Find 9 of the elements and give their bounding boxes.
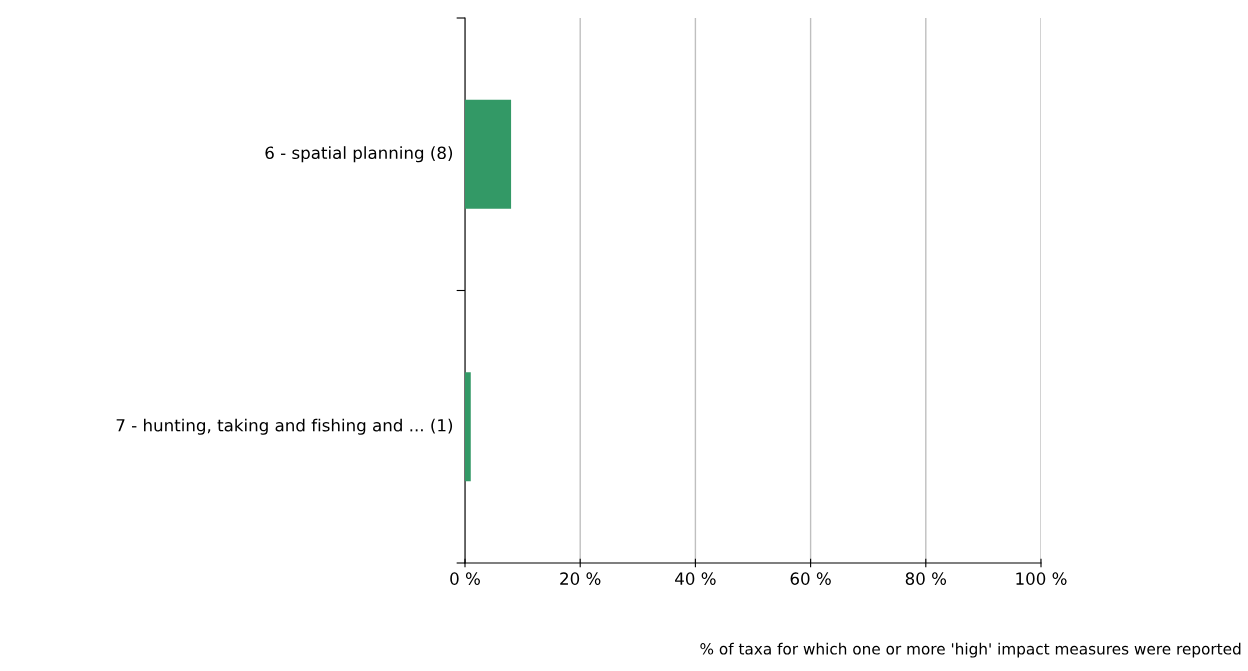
- x-tick-label: 20 %: [560, 572, 601, 585]
- x-tick-label: 60 %: [790, 572, 831, 585]
- y-tick-label: 6 - spatial planning (8): [265, 146, 453, 163]
- text: % of taxa for which one or more 'high' impact measures were reported: [700, 642, 1241, 658]
- x-tick-label: 80 %: [905, 572, 947, 585]
- x-tick-label: 40 %: [675, 572, 716, 585]
- x-tick-label: 100 %: [1016, 572, 1067, 585]
- y-tick-label: 7 - hunting, taking and fishing and ... (1): [116, 418, 453, 435]
- x-tick-label: 0 %: [450, 572, 480, 585]
